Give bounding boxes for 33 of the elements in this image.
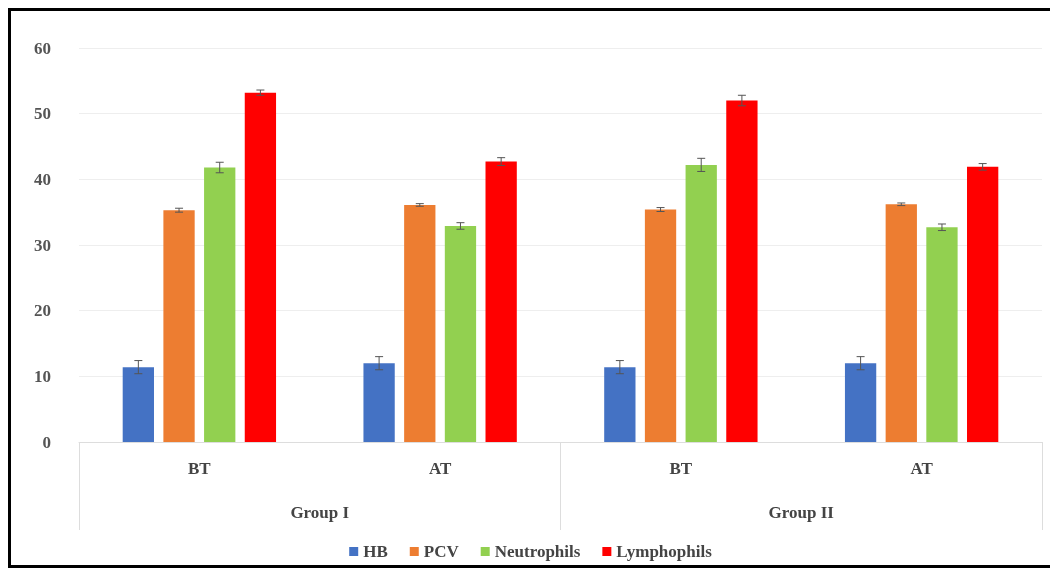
x-tick-label: AT [910, 459, 934, 478]
bar [926, 227, 958, 442]
legend-label: Lymphophils [616, 542, 713, 561]
bar [204, 167, 236, 442]
bar [644, 209, 677, 442]
y-tick-label: 40 [34, 169, 51, 189]
text: Group II [768, 503, 835, 522]
y-tick-label: 20 [34, 301, 51, 321]
y-tick-label: 60 [34, 38, 51, 58]
bar [244, 92, 277, 442]
x-tick-label: BT [188, 459, 212, 478]
legend-label: PCV [423, 542, 460, 561]
y-tick-label: 10 [34, 366, 51, 386]
bar [967, 166, 999, 442]
legend-label: HB [363, 542, 388, 561]
bar [685, 164, 717, 442]
bar [163, 210, 195, 442]
bar [485, 161, 517, 442]
bar [363, 363, 395, 442]
bar [604, 367, 636, 442]
text: Group I [290, 503, 350, 522]
y-tick-label: 30 [34, 235, 51, 255]
bar [404, 204, 436, 442]
y-tick-label: 0 [42, 432, 51, 452]
legend-label: Neutrophils [494, 542, 581, 561]
bar [122, 367, 154, 442]
bar [444, 225, 477, 442]
bar [844, 363, 877, 442]
x-tick-label: AT [428, 459, 452, 478]
bar [885, 204, 917, 442]
x-tick-label: BT [669, 459, 693, 478]
bar [726, 100, 758, 442]
y-tick-label: 50 [34, 104, 51, 124]
